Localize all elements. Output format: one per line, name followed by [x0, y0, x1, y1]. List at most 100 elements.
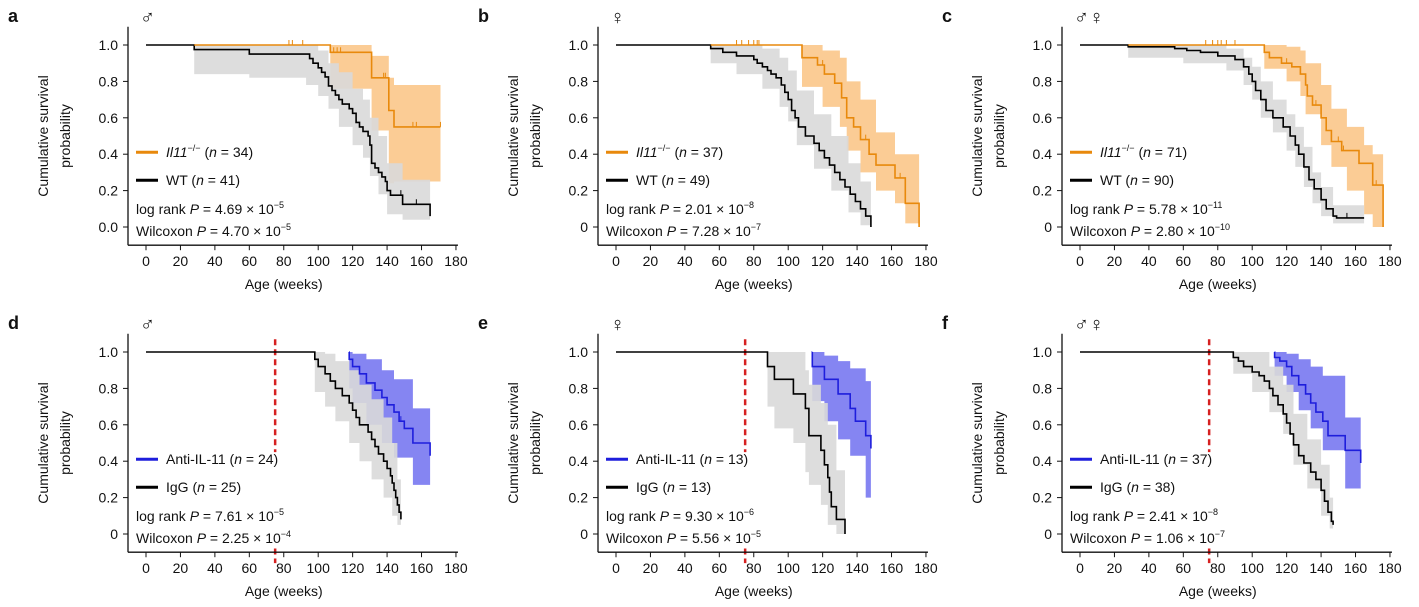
y-axis-label: probability — [57, 104, 73, 168]
x-tick-label: 20 — [643, 253, 659, 269]
ci-band-wt — [710, 45, 871, 226]
stat-test-name: Wilcoxon — [606, 530, 667, 546]
x-tick-label: 60 — [1176, 560, 1192, 576]
y-tick-label: 0 — [580, 526, 588, 542]
x-tick-label: 60 — [712, 253, 728, 269]
x-tick-label: 0 — [612, 253, 620, 269]
x-tick-label: 120 — [811, 253, 835, 269]
legend-label-wt: WT (n = 41) — [166, 172, 240, 188]
x-tick-label: 80 — [746, 560, 762, 576]
stat-p-exponent: −4 — [281, 529, 291, 539]
y-tick-label: 0.8 — [1033, 73, 1053, 89]
ci-band-wt — [194, 45, 431, 220]
legend-paren: ( — [189, 479, 198, 495]
stat-test-name: Wilcoxon — [606, 223, 667, 239]
y-axis-label: Cumulative survival — [969, 382, 985, 503]
stat-log-rank: log rank P = 4.69 × 10−5 — [136, 200, 284, 217]
legend-paren: ( — [188, 172, 197, 188]
stat-p-mantissa: = 2.01 × 10 — [669, 201, 744, 217]
x-axis-label: Age (weeks) — [715, 276, 793, 292]
y-axis-label: Cumulative survival — [35, 382, 51, 503]
x-axis-label: Age (weeks) — [245, 276, 323, 292]
stat-p-symbol: P — [1131, 530, 1141, 546]
stat-wilcoxon: Wilcoxon P = 2.80 × 10−10 — [1070, 222, 1230, 239]
x-tick-label: 60 — [1176, 253, 1192, 269]
legend-n-symbol: n — [196, 172, 204, 188]
x-tick-label: 160 — [880, 253, 904, 269]
chart-svg-e: e ♀ 0 20 40 60 80 100 120 140 160 180 0 0.2 0.4 0.6 0.8 1… — [478, 313, 938, 599]
stat-wilcoxon: Wilcoxon P = 5.56 × 10−5 — [606, 529, 761, 546]
y-tick-label: 0.4 — [569, 453, 589, 469]
stat-wilcoxon: Wilcoxon P = 7.28 × 10−7 — [606, 222, 761, 239]
legend-label-anti-il-11: Anti-IL-11 (n = 24) — [166, 451, 278, 467]
y-axis-label: Cumulative survival — [969, 75, 985, 196]
x-tick-label: 140 — [845, 253, 869, 269]
legend-n-symbol: n — [666, 172, 674, 188]
y-tick-label: 0.6 — [569, 110, 589, 126]
y-axis-label: probability — [991, 411, 1007, 475]
stat-p-mantissa: = 2.80 × 10 — [1140, 223, 1215, 239]
ci-band-anti-il-11 — [812, 352, 871, 498]
y-tick-label: 0.4 — [99, 453, 119, 469]
stat-p-exponent: −6 — [744, 507, 754, 517]
legend-n-symbol: n — [704, 451, 712, 467]
y-axis-label: Cumulative survival — [505, 382, 521, 503]
y-tick-label: 1.0 — [99, 37, 119, 53]
legend-n-symbol: n — [209, 144, 217, 160]
stat-p-exponent: −5 — [281, 222, 291, 232]
stat-p-exponent: −5 — [751, 529, 761, 539]
x-axis-label: Age (weeks) — [245, 583, 323, 599]
y-tick-label: 0 — [110, 526, 118, 542]
stat-test-name: log rank — [136, 508, 190, 524]
x-tick-label: 180 — [444, 253, 468, 269]
stat-p-mantissa: = 5.56 × 10 — [676, 530, 751, 546]
legend-n-value: = 38) — [1139, 479, 1175, 495]
ci-band-il11 — [1264, 45, 1384, 227]
legend-label-anti-il-11: Anti-IL-11 (n = 13) — [636, 451, 748, 467]
x-tick-label: 180 — [914, 253, 938, 269]
legend-paren: ( — [696, 451, 705, 467]
panel-label: c — [942, 6, 952, 26]
x-tick-label: 0 — [142, 253, 150, 269]
y-axis-label: Cumulative survival — [35, 75, 51, 196]
x-tick-label: 140 — [845, 560, 869, 576]
legend-series-name: Il11 — [636, 144, 658, 160]
legend-n-symbol: n — [679, 144, 687, 160]
legend-n-value: = 49) — [674, 172, 710, 188]
legend-n-value: = 71) — [1151, 144, 1187, 160]
sex-symbol: ♂ — [140, 7, 155, 29]
legend-n-symbol: n — [667, 479, 675, 495]
stat-p-symbol: P — [1124, 201, 1134, 217]
x-tick-label: 180 — [444, 560, 468, 576]
survival-curve-wt — [616, 44, 872, 227]
y-tick-label: 0.6 — [99, 417, 119, 433]
chart-svg-d: d ♂ 0 20 40 60 80 100 120 140 160 180 0 0.2 0.4 0.6 0.8 1… — [8, 313, 468, 599]
panel-f: f ♂♀ 0 20 40 60 80 100 120 140 160 180 0 0.2 0.4 0.6 0.8… — [934, 307, 1409, 607]
chart-svg-c: c ♂♀ 0 20 40 60 80 100 120 140 160 180 0 0.2 0.4 0.6 0.8… — [942, 6, 1402, 292]
legend-n-value: = 24) — [242, 451, 278, 467]
sex-symbol: ♀ — [610, 314, 625, 336]
legend-series-name: IgG — [636, 479, 659, 495]
stat-p-symbol: P — [190, 201, 200, 217]
panel-c: c ♂♀ 0 20 40 60 80 100 120 140 160 180 0 0.2 0.4 0.6 0.8… — [934, 0, 1409, 300]
chart-svg-f: f ♂♀ 0 20 40 60 80 100 120 140 160 180 0 0.2 0.4 0.6 0.8… — [942, 313, 1402, 599]
y-axis-label: probability — [57, 411, 73, 475]
legend-n-value: = 37) — [687, 144, 723, 160]
stat-p-exponent: −5 — [274, 507, 284, 517]
stat-test-name: Wilcoxon — [136, 223, 197, 239]
panel-b: b ♀ 0 20 40 60 80 100 120 140 160 180 0 0.2 0.4 0.6 0.8 1… — [470, 0, 945, 300]
stat-p-symbol: P — [667, 530, 677, 546]
x-tick-label: 60 — [712, 560, 728, 576]
x-axis-label: Age (weeks) — [1179, 583, 1257, 599]
stat-p-mantissa: = 4.70 × 10 — [206, 223, 281, 239]
stat-p-symbol: P — [1131, 223, 1141, 239]
x-tick-label: 40 — [677, 253, 693, 269]
x-tick-label: 180 — [1378, 560, 1402, 576]
y-tick-label: 1.0 — [1033, 37, 1053, 53]
y-tick-label: 0.8 — [99, 380, 119, 396]
stat-p-exponent: −11 — [1208, 200, 1223, 210]
survival-curve-anti-il-11 — [348, 351, 431, 456]
stat-test-name: log rank — [1070, 508, 1124, 524]
y-tick-label: 0.6 — [1033, 110, 1053, 126]
stat-test-name: Wilcoxon — [1070, 223, 1131, 239]
